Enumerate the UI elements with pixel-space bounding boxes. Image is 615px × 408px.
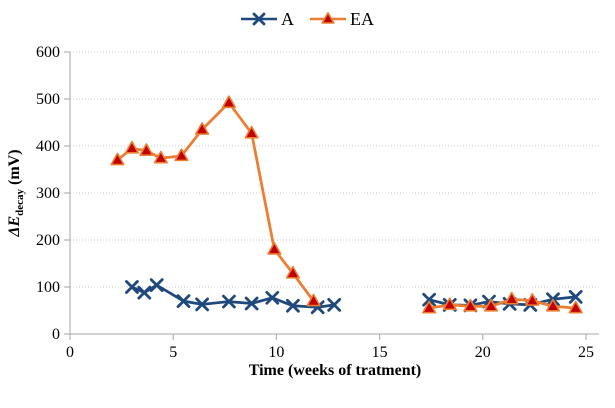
triangle-marker: [267, 241, 282, 255]
y-tick-label: 600: [36, 44, 60, 61]
x-marker: [286, 298, 300, 313]
triangle-marker: [545, 298, 561, 312]
x-tick-label: 5: [169, 344, 177, 361]
y-tick-label: 300: [36, 185, 60, 202]
triangle-marker: [321, 11, 335, 24]
y-axis-unit: (mV): [5, 149, 23, 189]
y-tick-label: 500: [36, 91, 60, 108]
triangle-marker: [504, 291, 519, 305]
triangle-marker: [422, 300, 437, 314]
y-tick-label: 400: [36, 138, 60, 155]
y-tick-label: 0: [52, 326, 60, 343]
legend-label-EA: EA: [350, 9, 374, 29]
y-tick-label: 200: [36, 232, 60, 249]
x-marker: [137, 285, 152, 300]
triangle-marker: [110, 152, 125, 166]
y-axis-subscript: decay: [14, 188, 27, 216]
legend-item-EA: EA: [310, 10, 374, 28]
series-EA: [110, 95, 583, 314]
legend-marker-A: [241, 12, 277, 26]
x-tick-label: 15: [372, 344, 388, 361]
legend-marker-EA: [310, 11, 346, 24]
triangle-marker: [153, 150, 168, 164]
x-tick-label: 10: [268, 344, 284, 361]
x-tick-label: 25: [578, 344, 594, 361]
x-marker: [327, 297, 342, 312]
triangle-marker: [139, 143, 154, 156]
y-axis-symbol: ΔE: [5, 215, 23, 237]
y-tick-label: 100: [36, 279, 60, 296]
triangle-marker: [124, 140, 140, 154]
triangle-marker: [285, 265, 301, 279]
triangle-marker: [442, 297, 457, 311]
y-axis-title: ΔEdecay (mV): [6, 149, 26, 236]
triangle-marker: [525, 293, 540, 306]
x-marker: [422, 292, 437, 307]
x-marker: [265, 290, 280, 305]
legend: A EA: [0, 8, 615, 30]
triangle-marker: [174, 148, 189, 162]
legend-label-A: A: [281, 9, 294, 29]
x-marker: [222, 294, 236, 309]
series-line-EA: [116, 101, 315, 303]
triangle-marker: [244, 125, 259, 139]
x-marker: [125, 280, 139, 294]
x-marker: [252, 12, 266, 26]
x-marker: [149, 278, 164, 293]
x-tick-label: 0: [66, 344, 74, 361]
x-tick-label: 20: [475, 344, 491, 361]
triangle-marker: [194, 122, 210, 135]
x-marker: [195, 297, 209, 312]
legend-item-A: A: [241, 10, 294, 28]
triangle-marker: [483, 298, 499, 312]
x-axis-title: Time (weeks of tratment): [248, 362, 422, 379]
x-marker: [176, 294, 191, 308]
triangle-marker: [568, 300, 583, 314]
x-marker: [568, 289, 583, 304]
x-marker: [244, 296, 259, 311]
triangle-marker: [463, 298, 478, 312]
triangle-marker: [221, 95, 237, 109]
triangle-marker: [306, 293, 321, 307]
